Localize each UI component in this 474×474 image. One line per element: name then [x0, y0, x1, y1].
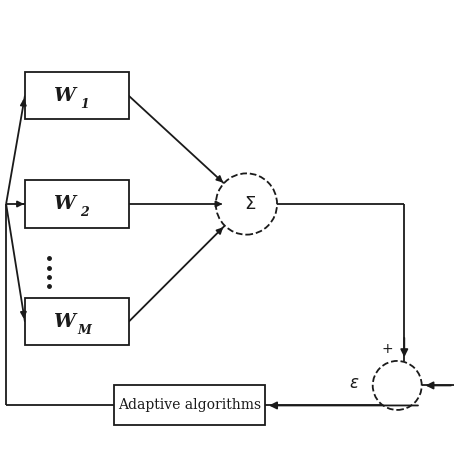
Text: W: W	[54, 87, 75, 105]
Text: Adaptive algorithms: Adaptive algorithms	[118, 399, 262, 412]
Text: M: M	[77, 324, 91, 337]
Text: 2: 2	[80, 206, 89, 219]
Text: +: +	[382, 342, 393, 356]
Text: $\Sigma$: $\Sigma$	[244, 195, 256, 213]
Bar	[115, 385, 265, 426]
Bar	[25, 72, 128, 119]
Ellipse shape	[216, 173, 277, 235]
Text: $\epsilon$: $\epsilon$	[349, 374, 359, 392]
Bar	[25, 181, 128, 228]
Text: W: W	[54, 195, 75, 213]
Circle shape	[373, 361, 422, 410]
Text: 1: 1	[80, 98, 89, 110]
Text: W: W	[54, 313, 75, 331]
Bar	[25, 298, 128, 346]
